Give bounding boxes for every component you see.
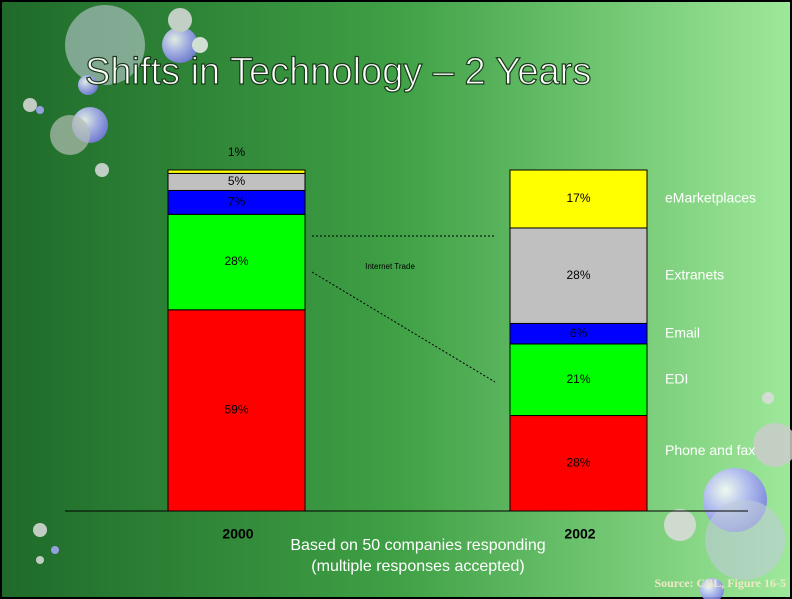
annotation: Internet Trade (365, 262, 415, 271)
bar-segment (509, 227, 648, 324)
legend-label: Extranets (665, 266, 724, 282)
title: Shifts in Technology – 2 Years (85, 51, 591, 93)
note: (multiple responses accepted) (311, 558, 524, 575)
data-label: 28% (566, 455, 590, 469)
data-label: 59% (224, 403, 248, 417)
data-label: 5% (228, 174, 246, 188)
x-tick-label: 2000 (222, 526, 253, 542)
bar-segment (509, 169, 648, 229)
legend-label: EDI (665, 370, 688, 386)
data-label: 28% (224, 254, 248, 268)
bar-segment (509, 343, 648, 417)
bar-segment (167, 213, 306, 311)
connector (311, 271, 496, 383)
data-label: 21% (566, 372, 590, 386)
data-label: 28% (566, 268, 590, 282)
source: Source: CBL, Figure 16-5 (654, 576, 786, 590)
decor (23, 5, 792, 599)
legend-label: Email (665, 324, 700, 340)
data-label: 1% (228, 145, 246, 159)
data-label: 7% (228, 195, 246, 209)
legend-label: eMarketplaces (665, 190, 756, 206)
x-tick-label: 2002 (564, 526, 595, 542)
note: Based on 50 companies responding (290, 537, 545, 554)
data-label: 6% (570, 326, 588, 340)
legend-label: Phone and fax (665, 442, 755, 458)
data-label: 17% (566, 191, 590, 205)
bar-segment (167, 309, 306, 512)
bar-segment (167, 169, 306, 174)
